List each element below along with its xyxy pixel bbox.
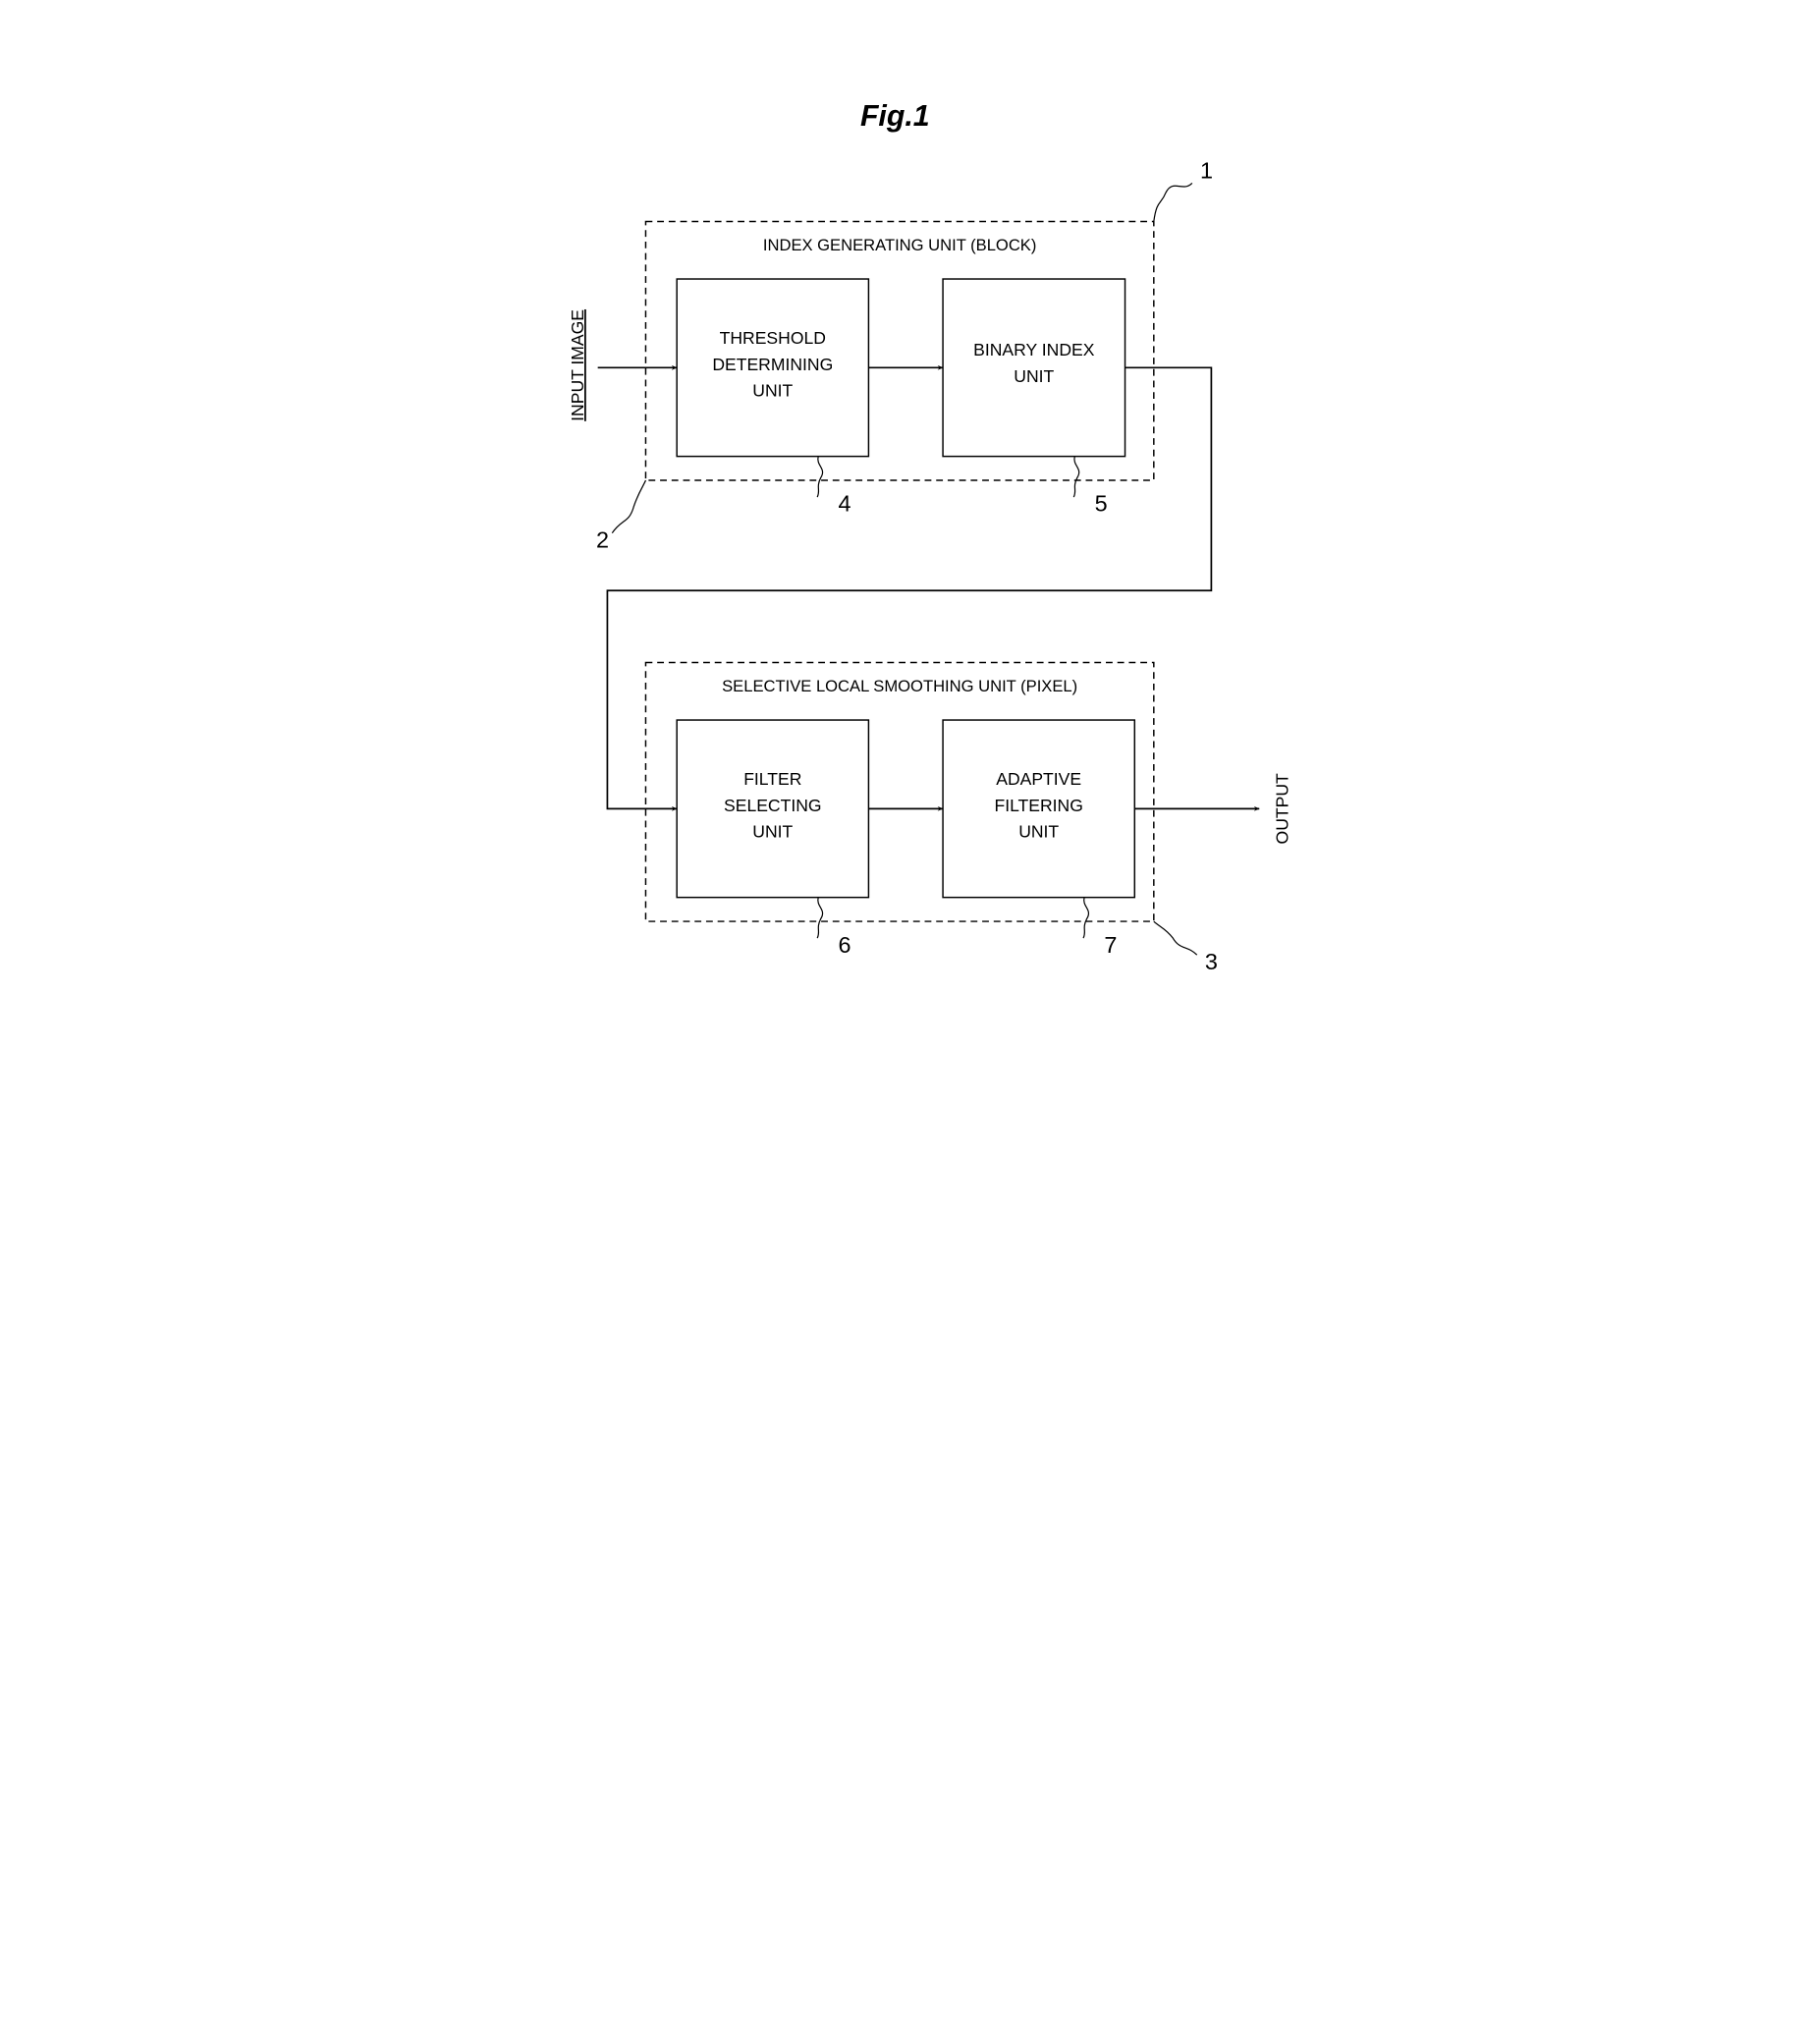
- adaptive-line1: ADAPTIVE: [996, 769, 1081, 789]
- threshold-line3: UNIT: [752, 381, 793, 401]
- threshold-line2: DETERMINING: [712, 355, 833, 374]
- threshold-line1: THRESHOLD: [720, 328, 826, 348]
- ref-4: 4: [838, 491, 851, 517]
- leader-2: [612, 480, 645, 533]
- filter-line1: FILTER: [743, 769, 801, 789]
- filter-line3: UNIT: [752, 822, 793, 842]
- leader-7: [1083, 898, 1088, 938]
- output-label: OUTPUT: [1272, 773, 1291, 844]
- ref-5: 5: [1095, 491, 1108, 517]
- ref-3: 3: [1205, 949, 1218, 974]
- ref-7: 7: [1104, 932, 1117, 958]
- ref-2: 2: [596, 526, 609, 552]
- input-label: INPUT IMAGE: [568, 309, 587, 421]
- adaptive-line2: FILTERING: [994, 796, 1082, 815]
- ref-6: 6: [838, 932, 851, 958]
- leader-3: [1154, 921, 1197, 955]
- adaptive-line3: UNIT: [1018, 822, 1059, 842]
- block-diagram: Fig.1 1 INDEX GENERATING UNIT (BLOCK) 2 …: [464, 39, 1347, 1037]
- leader-6: [817, 898, 822, 938]
- figure-title: Fig.1: [860, 100, 930, 133]
- binary-line2: UNIT: [1014, 366, 1054, 386]
- leader-5: [1073, 457, 1078, 497]
- leader-1: [1154, 183, 1192, 221]
- top-group-title: INDEX GENERATING UNIT (BLOCK): [763, 236, 1036, 254]
- binary-line1: BINARY INDEX: [973, 340, 1095, 359]
- leader-4: [817, 457, 822, 497]
- bottom-group-title: SELECTIVE LOCAL SMOOTHING UNIT (PIXEL): [722, 677, 1077, 695]
- filter-line2: SELECTING: [724, 796, 822, 815]
- ref-1: 1: [1200, 158, 1213, 184]
